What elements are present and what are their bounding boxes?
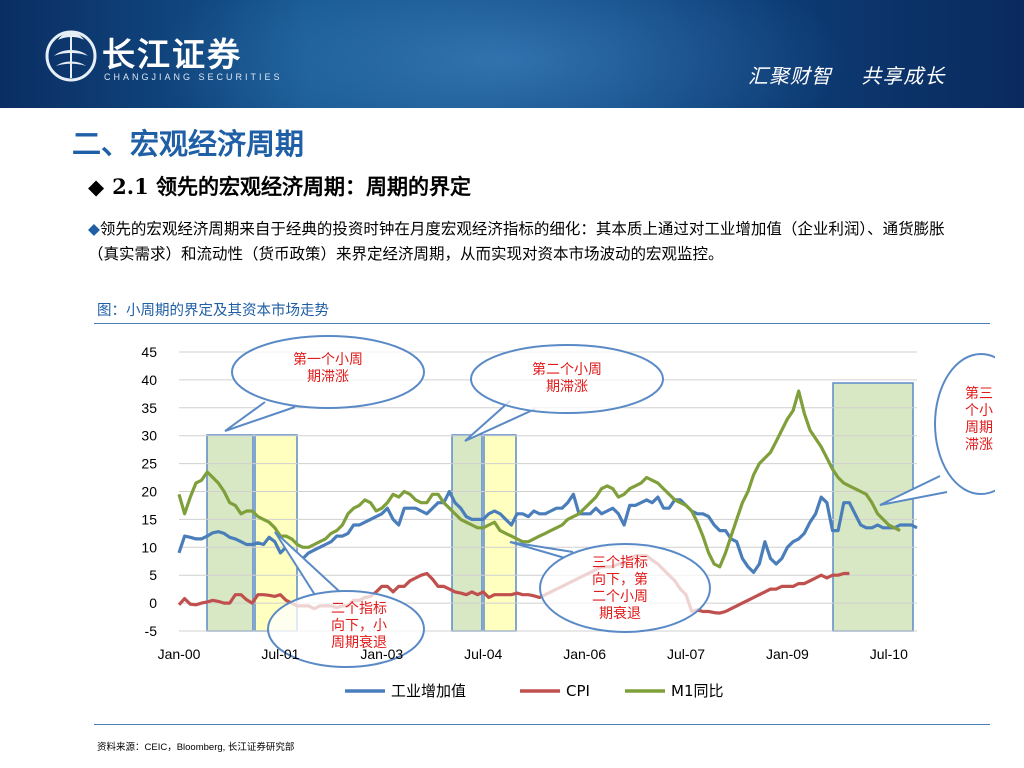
x-tick-label: Jan-06 (563, 646, 606, 662)
body-paragraph: ◆领先的宏观经济周期来自于经典的投资时钟在月度宏观经济指标的细化：其本质上通过对… (88, 217, 958, 267)
x-tick-label: Jul-04 (464, 646, 502, 662)
y-tick-label: 0 (149, 595, 157, 611)
y-tick-label: 30 (141, 428, 157, 444)
callout-bubble (267, 590, 425, 668)
sub-title-number: 2.1 (112, 174, 149, 199)
callout-text: 向下，第 (592, 571, 648, 588)
chart-legend: 工业增加值 CPI M1同比 (345, 682, 724, 700)
x-axis-ticks: Jan-00 Jul-01 Jan-03 Jul-04 Jan-06 Jul-07 Jan-… (158, 646, 909, 662)
callout-text: 第一个小周 (293, 351, 363, 368)
y-tick-label: 10 (141, 539, 157, 555)
legend-label-3: M1同比 (671, 682, 724, 700)
slogan: 汇聚财智 共享成长 (748, 64, 946, 88)
header-glow (150, 0, 850, 108)
chart-caption: 图：小周期的界定及其资本市场走势 (97, 303, 329, 319)
sub-title: ◆ 2.1 领先的宏观经济周期：周期的界定 (88, 171, 471, 201)
callout-text: 周期衰退 (331, 634, 387, 651)
x-tick-label: Jan-00 (158, 646, 201, 662)
sub-title-text: 领先的宏观经济周期：周期的界定 (156, 174, 472, 199)
callout-bubble (539, 543, 711, 633)
diamond-bullet-icon: ◆ (88, 174, 105, 199)
y-tick-label: 20 (141, 484, 157, 500)
y-tick-label: 45 (141, 344, 157, 360)
callout-text: 个小 (965, 403, 993, 419)
callout-bubble (231, 335, 425, 409)
y-tick-label: -5 (145, 623, 158, 639)
logo-text-cn: 长江证券 (102, 35, 242, 74)
callout-text: 二个小周 (592, 589, 648, 605)
y-tick-label: 25 (141, 456, 157, 472)
changjiang-dragon-logo-icon (45, 30, 97, 82)
callout-bubble (470, 344, 664, 414)
x-tick-label: Jan-09 (766, 646, 809, 662)
y-tick-label: 40 (141, 372, 157, 388)
slide-header: 长江证券 CHANGJIANG SECURITIES 汇聚财智 共享成长 (0, 0, 1024, 108)
series-line-3 (177, 389, 901, 569)
callout-text: 第三 (965, 385, 993, 402)
caption-divider (94, 323, 990, 324)
green-cycle-box (451, 434, 483, 632)
x-tick-label: Jul-07 (667, 646, 705, 662)
legend-label-1: 工业增加值 (391, 682, 466, 700)
source-note: 资料来源：CEIC，Bloomberg, 长江证券研究部 (97, 742, 295, 753)
callout-text: 三个指标 (592, 555, 648, 571)
footer-divider (94, 724, 990, 725)
logo-text-en: CHANGJIANG SECURITIES (104, 72, 283, 82)
callout-text: 期滞涨 (546, 379, 588, 395)
callout-tail (224, 401, 296, 432)
callout-text: 滞涨 (965, 437, 993, 453)
callout-text: 向下，小 (331, 618, 387, 634)
callout-text: 二个指标 (331, 601, 387, 617)
y-tick-label: 15 (141, 511, 157, 527)
yellow-cycle-box (483, 434, 517, 632)
callout-tail (464, 400, 536, 442)
legend-label-2: CPI (566, 682, 590, 700)
y-tick-label: 5 (149, 567, 157, 583)
callout-text: 期衰退 (599, 605, 641, 622)
callout-tail (509, 541, 574, 559)
y-tick-label: 35 (141, 400, 157, 416)
callout-text: 周期 (965, 420, 993, 436)
body-text: 领先的宏观经济周期来自于经典的投资时钟在月度宏观经济指标的细化：其本质上通过对工… (88, 220, 945, 263)
x-tick-label: Jul-10 (870, 646, 908, 662)
x-tick-label: Jul-01 (261, 646, 299, 662)
callout-tail (274, 531, 341, 596)
callout-text: 期滞涨 (307, 369, 349, 385)
x-tick-label: Jan-03 (360, 646, 403, 662)
callout-bubble (934, 353, 995, 495)
diamond-bullet-icon: ◆ (88, 220, 100, 238)
callout-text: 第二个小周 (532, 361, 602, 378)
section-title: 二、宏观经济周期 (72, 127, 305, 161)
y-axis-ticks: -5 0 5 10 15 20 25 30 35 40 45 (141, 344, 157, 639)
callout-tail (879, 475, 948, 506)
